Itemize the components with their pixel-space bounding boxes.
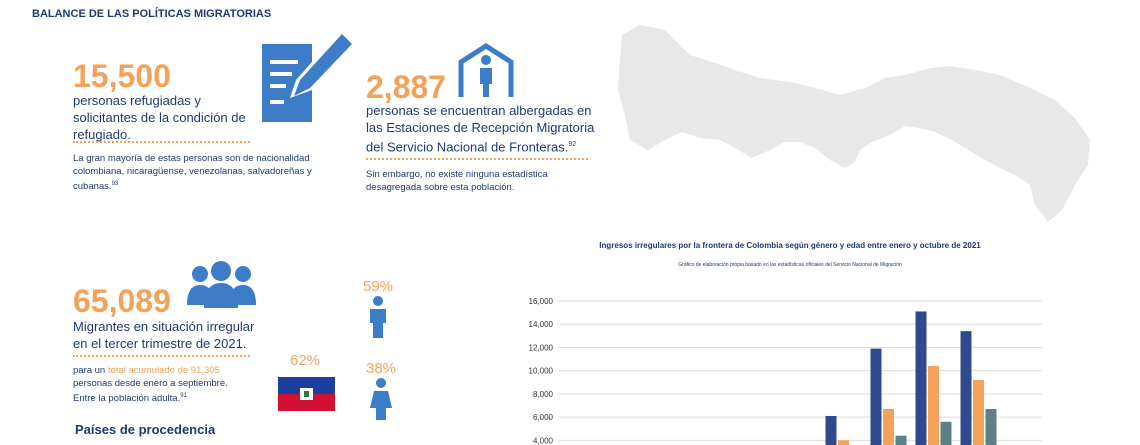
footnote: 93: [111, 181, 119, 187]
haiti-share: 62%: [290, 352, 321, 369]
male-icon: [370, 296, 386, 338]
divider: [366, 158, 588, 160]
stat-note: Sin embargo, no existe ninguna estadísti…: [366, 169, 548, 193]
bar: [838, 440, 849, 445]
divider: [73, 141, 250, 143]
male-share: 59%: [363, 278, 394, 295]
y-tick-label: 6,000: [533, 413, 554, 422]
stat-label: Migrantes en situación irregular en el t…: [73, 319, 255, 351]
bar: [883, 409, 894, 445]
chart-subtitle: Gráfico de elaboración propia basado en …: [678, 262, 902, 268]
stat-number: 2,887: [366, 69, 447, 105]
divider: [73, 355, 250, 357]
page-title: BALANCE DE LAS POLÍTICAS MIGRATORIAS: [32, 8, 272, 20]
document-icon: [262, 34, 352, 122]
bar: [895, 435, 907, 445]
bar: [870, 348, 882, 445]
bar: [825, 415, 837, 445]
footnote: 92: [568, 141, 577, 148]
note-highlight: total acumulado de 91,305: [107, 365, 220, 376]
label-text: personas se encuentran albergadas en las…: [366, 103, 595, 155]
y-tick-label: 10,000: [529, 367, 554, 376]
bar: [960, 331, 972, 445]
note-text: La gran mayoría de estas personas son de…: [73, 153, 312, 193]
panama-map: [618, 25, 1090, 222]
y-tick-label: 4,000: [533, 436, 554, 445]
bar: [973, 379, 984, 445]
stat-number: 15,500: [73, 58, 171, 94]
haiti-flag: [278, 377, 335, 411]
note-text: personas desde enero a septiembre. Entre…: [73, 378, 228, 405]
bar: [915, 311, 927, 445]
stat-label: personas se encuentran albergadas en las…: [366, 102, 596, 155]
y-tick-label: 8,000: [533, 390, 554, 399]
bar: [985, 409, 997, 445]
stat-label: personas refugiadas y solicitantes de la…: [73, 93, 246, 142]
bar: [928, 366, 939, 445]
stat-number: 65,089: [73, 283, 171, 319]
note-text: para un: [73, 365, 106, 376]
chart-title: Ingresos irregulares por la frontera de …: [599, 241, 981, 250]
stat-note: La gran mayoría de estas personas son de…: [73, 152, 333, 193]
y-tick-label: 12,000: [529, 343, 554, 352]
section-title: Países de procedencia: [75, 422, 216, 437]
footnote: 91: [180, 393, 187, 399]
people-icon: [187, 261, 256, 308]
y-tick-label: 16,000: [529, 297, 554, 306]
female-icon: [370, 378, 392, 420]
stat-note: para un total acumulado de 91,305 person…: [73, 364, 248, 405]
female-share: 38%: [366, 360, 397, 377]
bar: [940, 421, 952, 445]
y-tick-label: 14,000: [529, 320, 554, 329]
shelter-icon: [458, 43, 514, 97]
